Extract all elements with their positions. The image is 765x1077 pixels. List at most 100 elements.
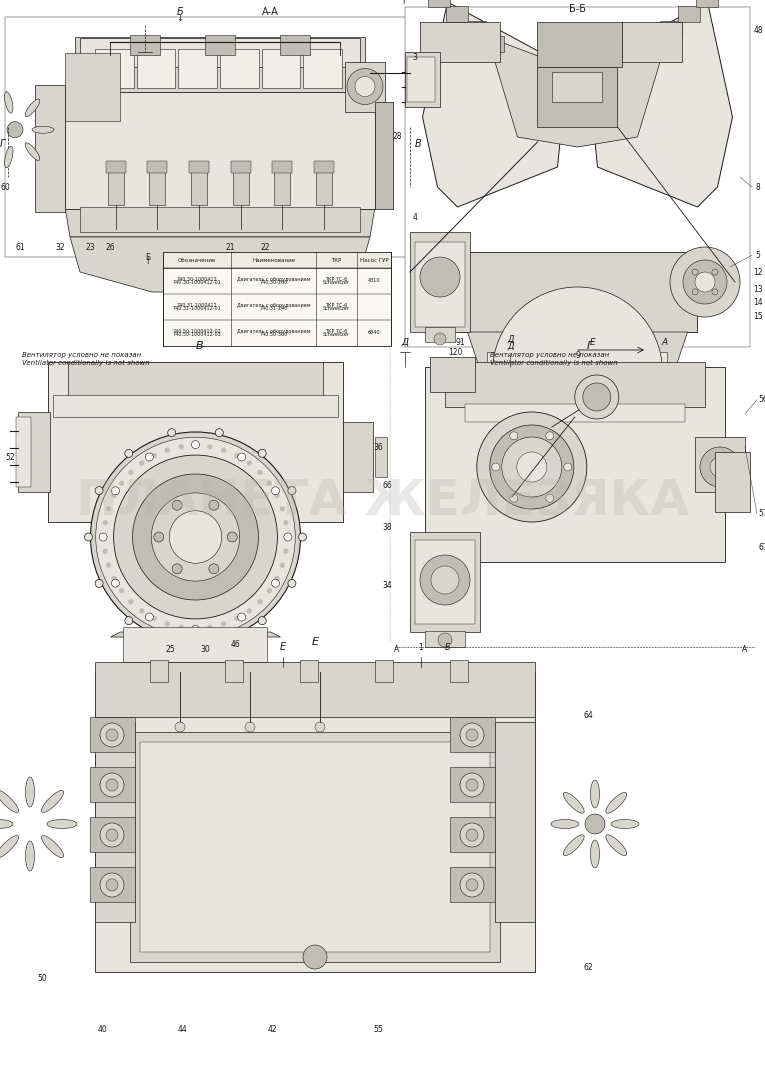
Ellipse shape: [41, 836, 63, 857]
Ellipse shape: [563, 835, 584, 855]
Bar: [420, 22, 500, 62]
Circle shape: [259, 617, 266, 625]
Bar: [643, 36, 665, 52]
Circle shape: [164, 621, 170, 627]
Polygon shape: [422, 2, 568, 207]
Bar: [205, 36, 235, 55]
Circle shape: [466, 879, 478, 891]
Text: 46: 46: [230, 640, 240, 649]
Text: В: В: [196, 341, 203, 351]
Bar: [280, 36, 310, 55]
Circle shape: [106, 562, 111, 568]
Circle shape: [288, 487, 296, 494]
Bar: [95, 48, 134, 88]
Bar: [80, 207, 360, 232]
Text: Двигатель с оборудованием: Двигатель с оборудованием: [237, 277, 311, 282]
Circle shape: [172, 500, 182, 510]
Bar: [108, 170, 124, 205]
Bar: [343, 422, 373, 492]
Bar: [450, 817, 495, 852]
Circle shape: [215, 638, 223, 645]
Bar: [149, 170, 165, 205]
Bar: [464, 20, 487, 37]
Circle shape: [466, 779, 478, 791]
Circle shape: [227, 532, 237, 542]
Bar: [163, 252, 391, 268]
Circle shape: [466, 829, 478, 841]
Circle shape: [193, 443, 198, 448]
Ellipse shape: [25, 841, 34, 871]
Bar: [415, 242, 465, 327]
Bar: [428, 0, 451, 6]
Circle shape: [502, 437, 562, 496]
Bar: [90, 817, 135, 852]
Bar: [35, 85, 65, 212]
Bar: [90, 767, 135, 802]
Bar: [538, 67, 617, 127]
Bar: [493, 372, 662, 426]
Circle shape: [112, 579, 119, 587]
Circle shape: [284, 533, 292, 541]
Text: 740.30-1000412: 740.30-1000412: [177, 277, 217, 282]
Text: 28: 28: [392, 131, 402, 141]
Circle shape: [106, 829, 118, 841]
Text: ТКР 7С-6: ТКР 7С-6: [325, 277, 347, 282]
Circle shape: [355, 76, 375, 97]
Circle shape: [234, 453, 239, 458]
Text: 50: 50: [37, 975, 47, 983]
Bar: [150, 660, 168, 682]
Text: 56: 56: [758, 395, 765, 404]
Circle shape: [259, 449, 266, 458]
Bar: [314, 160, 334, 173]
Bar: [450, 767, 495, 802]
Circle shape: [193, 626, 198, 631]
Text: Г: Г: [0, 139, 5, 149]
Circle shape: [238, 453, 246, 461]
Circle shape: [238, 613, 246, 621]
Text: Е: Е: [311, 637, 318, 647]
Circle shape: [84, 533, 93, 541]
Ellipse shape: [591, 780, 600, 808]
Text: Г: Г: [402, 0, 407, 6]
Ellipse shape: [25, 99, 40, 116]
Ellipse shape: [563, 793, 584, 813]
Text: 30: 30: [200, 645, 210, 655]
Circle shape: [267, 480, 272, 486]
Circle shape: [99, 533, 107, 541]
Circle shape: [113, 456, 278, 619]
Bar: [123, 627, 268, 662]
Bar: [495, 722, 535, 922]
Circle shape: [420, 555, 470, 605]
Circle shape: [100, 873, 124, 897]
Ellipse shape: [606, 835, 627, 855]
Text: 36: 36: [373, 443, 382, 451]
Bar: [457, 252, 698, 332]
Ellipse shape: [0, 791, 18, 812]
Bar: [410, 232, 470, 332]
Text: 62: 62: [583, 964, 593, 973]
Bar: [538, 22, 623, 67]
Bar: [95, 672, 535, 973]
Circle shape: [347, 69, 383, 104]
Circle shape: [692, 269, 698, 275]
Text: 740.31-240: 740.31-240: [259, 306, 288, 311]
Bar: [450, 717, 495, 752]
Circle shape: [460, 873, 484, 897]
Circle shape: [298, 533, 307, 541]
Circle shape: [434, 333, 446, 345]
Text: Schweitzer: Schweitzer: [323, 332, 350, 337]
Text: Г: Г: [587, 341, 593, 351]
Text: 55: 55: [374, 1025, 383, 1035]
Bar: [95, 662, 535, 717]
Circle shape: [460, 823, 484, 847]
Bar: [407, 57, 435, 102]
Polygon shape: [70, 237, 370, 292]
Text: 740.30-1000412-01: 740.30-1000412-01: [173, 280, 222, 285]
Circle shape: [103, 520, 108, 526]
Text: 4: 4: [412, 212, 418, 222]
Text: 64: 64: [583, 712, 593, 721]
Text: 48: 48: [754, 26, 763, 36]
Polygon shape: [487, 37, 668, 146]
Text: А: А: [742, 645, 747, 655]
Circle shape: [246, 609, 252, 614]
